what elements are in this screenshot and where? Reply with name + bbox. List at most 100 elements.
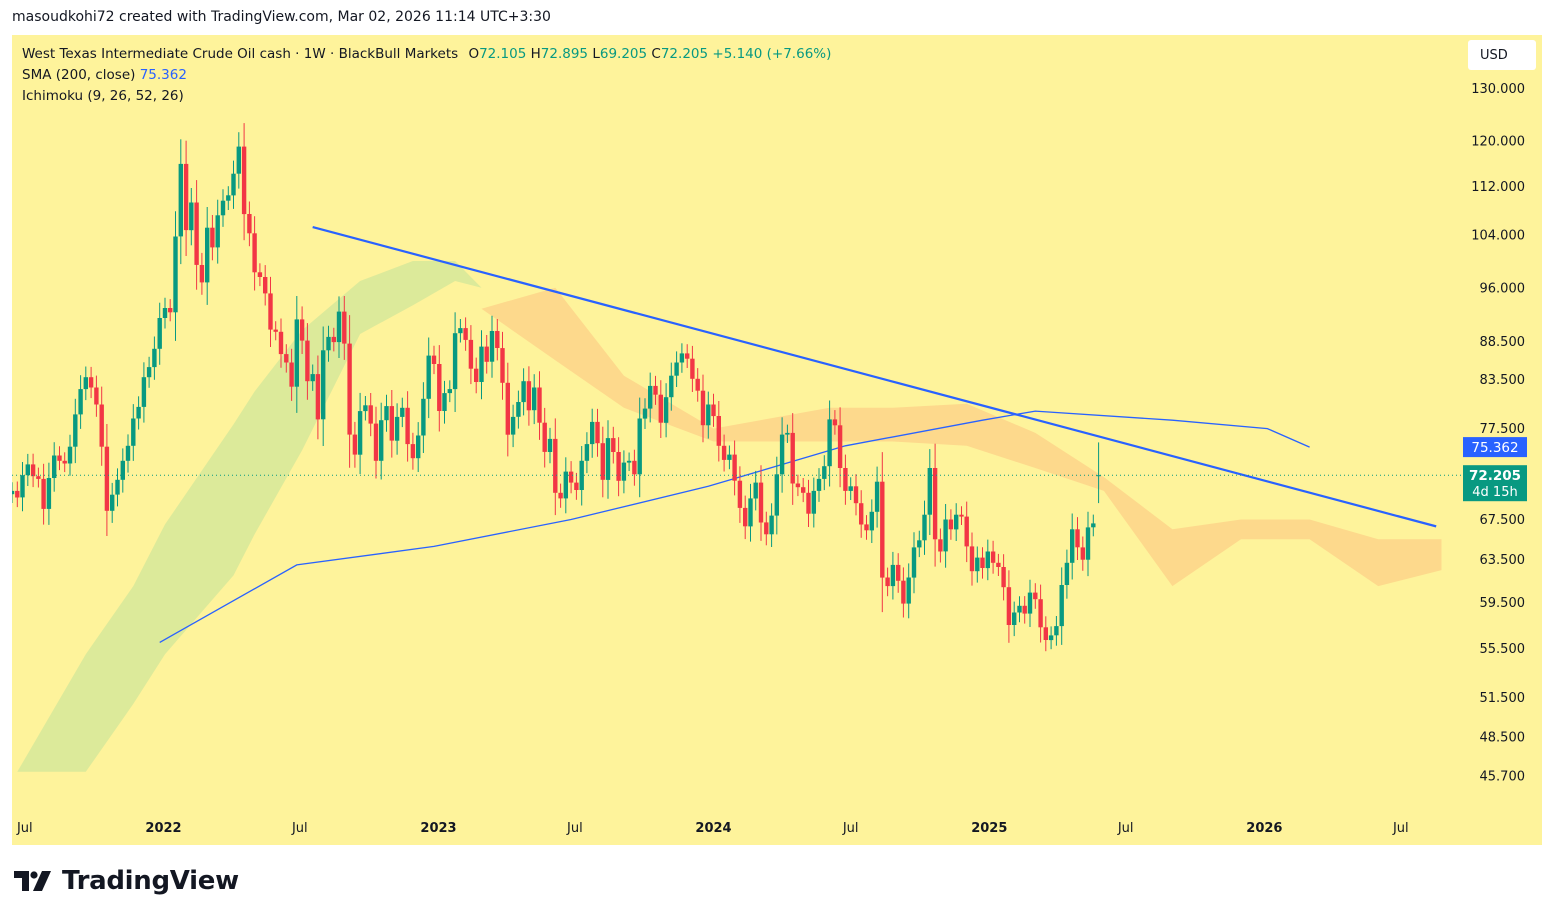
- candle-body: [990, 551, 996, 563]
- candle: [1096, 442, 1101, 504]
- candle-body: [801, 487, 806, 493]
- legend-low-label: L: [592, 46, 600, 62]
- candle: [848, 477, 853, 500]
- candle: [679, 343, 685, 373]
- candle-body: [532, 387, 537, 411]
- candle-body: [785, 432, 790, 435]
- legend-open-label: O: [468, 46, 480, 62]
- candle-body: [489, 331, 495, 362]
- candle-body: [853, 486, 859, 504]
- y-tick-label: 120.000: [1471, 135, 1525, 150]
- candle-body: [859, 503, 864, 525]
- candle-body: [605, 438, 611, 480]
- candle: [162, 297, 168, 329]
- candle-body: [226, 195, 231, 201]
- candle: [737, 466, 743, 523]
- candle: [1043, 616, 1048, 652]
- candle-body: [669, 375, 674, 398]
- candle-body: [917, 540, 922, 548]
- candle: [30, 453, 36, 488]
- candle: [769, 503, 774, 547]
- candle: [542, 407, 547, 468]
- candle-body: [442, 393, 447, 411]
- candle: [758, 465, 764, 541]
- candle-body: [500, 348, 505, 383]
- candle-body: [579, 460, 584, 490]
- candle: [484, 335, 489, 374]
- x-tick-label: Jul: [16, 821, 33, 836]
- candle-body: [273, 329, 278, 332]
- candle-body: [278, 331, 284, 355]
- candle-body: [969, 546, 975, 572]
- candle-body: [626, 460, 632, 463]
- candle: [521, 368, 526, 416]
- legend-symbol-row[interactable]: West Texas Intermediate Crude Oil cash ·…: [22, 44, 831, 65]
- candle-body: [1017, 605, 1022, 613]
- candle: [695, 368, 700, 402]
- candle: [46, 462, 52, 525]
- candle-body: [737, 480, 743, 508]
- candle: [136, 396, 141, 430]
- candle-body: [600, 443, 605, 480]
- candle-body: [922, 514, 927, 541]
- legend-ichimoku-row[interactable]: Ichimoku (9, 26, 52, 26): [22, 86, 831, 107]
- candle-body: [78, 389, 83, 415]
- candle-body: [1048, 635, 1054, 641]
- candle-body: [837, 425, 843, 468]
- candle-body: [326, 336, 331, 351]
- candle-body: [199, 265, 205, 283]
- candle: [716, 401, 721, 462]
- candle: [342, 296, 347, 360]
- candle: [711, 393, 716, 427]
- legend-sma-row[interactable]: SMA (200, close) 75.362: [22, 65, 831, 86]
- candle: [1075, 517, 1080, 560]
- legend-high-label: H: [530, 46, 541, 62]
- legend-change-value: +5.140 (+7.66%): [712, 46, 832, 62]
- chart-legend: West Texas Intermediate Crude Oil cash ·…: [22, 44, 831, 107]
- candle-body: [938, 539, 943, 552]
- chart-pane[interactable]: 130.000 120.000 112.000 104.000 96.000 88.500…: [12, 35, 1542, 845]
- candle: [721, 434, 727, 472]
- price-chart[interactable]: 130.000 120.000 112.000 104.000 96.000 88.500…: [12, 35, 1542, 845]
- candle-body: [743, 507, 748, 527]
- candle-body: [168, 308, 173, 313]
- candle: [632, 449, 637, 486]
- candle-body: [1022, 605, 1027, 614]
- candle-body: [437, 364, 442, 411]
- candle-body: [205, 227, 210, 283]
- candle-body: [695, 378, 700, 391]
- legend-close-value: 72.205: [660, 46, 709, 62]
- y-tick-label: 45.700: [1480, 770, 1526, 785]
- candle-body: [426, 355, 431, 399]
- candle-body: [505, 382, 510, 435]
- candle: [653, 375, 658, 405]
- candle-body: [526, 381, 532, 411]
- candle: [642, 398, 648, 429]
- candle-body: [479, 346, 484, 382]
- candle: [779, 417, 785, 493]
- candle: [389, 390, 394, 458]
- candle-body: [484, 346, 489, 362]
- candle-body: [716, 416, 721, 446]
- candle: [88, 366, 94, 399]
- candle-body: [1075, 529, 1080, 548]
- candle-body: [648, 385, 653, 409]
- currency-button[interactable]: USD: [1468, 40, 1536, 70]
- ichimoku-cloud-bearish: [481, 287, 1442, 587]
- sma-price-label-bg: [1463, 437, 1527, 458]
- candle-body: [547, 438, 553, 452]
- candle: [584, 432, 590, 474]
- candle: [252, 216, 257, 291]
- candle-body: [463, 328, 468, 340]
- candle: [273, 321, 278, 341]
- candle: [458, 319, 463, 343]
- candle-body: [416, 435, 421, 459]
- candle: [442, 380, 447, 424]
- candle: [764, 511, 769, 546]
- candle-body: [568, 471, 574, 483]
- candle-body: [1043, 627, 1048, 640]
- legend-symbol[interactable]: West Texas Intermediate Crude Oil cash ·…: [22, 46, 459, 62]
- legend-sma-value: 75.362: [139, 67, 187, 83]
- legend-high-value: 72.895: [540, 46, 589, 62]
- candle-body: [1006, 587, 1012, 625]
